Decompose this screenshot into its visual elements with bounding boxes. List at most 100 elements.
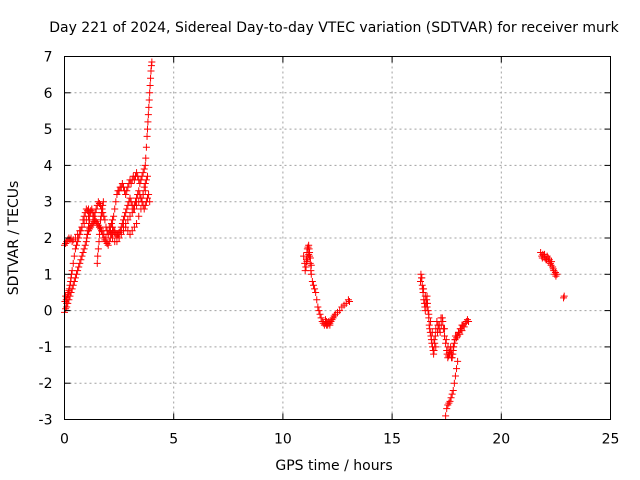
data-point (81, 241, 89, 249)
data-point (342, 299, 350, 307)
data-point (139, 190, 147, 198)
data-point (560, 294, 568, 302)
data-point (443, 405, 451, 413)
data-point (309, 281, 317, 289)
data-point (115, 234, 123, 242)
data-point (549, 265, 557, 273)
data-point (97, 225, 105, 233)
x-tick-labels: 0 5 10 15 20 25 (60, 432, 619, 448)
data-point (135, 187, 143, 195)
data-point (144, 118, 152, 126)
data-point (74, 230, 82, 238)
x-tick-label: 15 (383, 432, 401, 448)
data-point (105, 223, 113, 231)
x-tick-label: 5 (169, 432, 178, 448)
data-point (98, 205, 106, 213)
data-point (431, 332, 439, 340)
data-point (458, 321, 466, 329)
data-point (93, 259, 101, 267)
data-point (141, 201, 149, 209)
data-point (311, 285, 319, 293)
data-point (122, 223, 130, 231)
data-point (446, 350, 454, 358)
data-point (461, 319, 469, 327)
data-point (312, 288, 320, 296)
data-point (129, 205, 137, 213)
data-point (119, 216, 127, 224)
data-point (546, 259, 554, 267)
data-point (88, 221, 96, 229)
data-point (418, 274, 426, 282)
data-point (453, 332, 461, 340)
data-point (437, 314, 445, 322)
y-tick-labels: -3 -2 -1 0 1 2 3 4 5 6 7 (39, 50, 53, 429)
data-point (133, 219, 141, 227)
data-point (145, 103, 153, 111)
data-point (435, 321, 443, 329)
y-tick-label: 3 (44, 195, 53, 211)
x-axis-label: GPS time / hours (275, 458, 392, 474)
data-point (147, 74, 155, 82)
data-point (143, 194, 151, 202)
data-point (432, 343, 440, 351)
data-point (316, 310, 324, 318)
data-point (118, 219, 126, 227)
data-point (424, 307, 432, 315)
x-tick-label: 25 (602, 432, 620, 448)
data-point (313, 296, 321, 304)
data-point (141, 180, 149, 188)
data-point (79, 249, 87, 257)
data-point (118, 180, 126, 188)
data-point (83, 234, 91, 242)
data-point (307, 270, 315, 278)
y-tick-label: 7 (44, 50, 53, 66)
data-point (456, 325, 464, 333)
data-point (143, 132, 151, 140)
data-point (127, 180, 135, 188)
data-point (89, 212, 97, 220)
data-point (303, 258, 311, 266)
data-point (62, 239, 70, 247)
data-point (112, 198, 120, 206)
data-point (453, 365, 461, 373)
data-point (96, 223, 104, 231)
data-point (66, 292, 74, 300)
data-point (454, 357, 462, 365)
x-tick-label: 0 (60, 432, 69, 448)
data-point (144, 111, 152, 119)
data-point (448, 354, 456, 362)
data-point (442, 412, 450, 420)
data-point (117, 230, 125, 238)
data-point (315, 307, 323, 315)
data-point (86, 216, 94, 224)
data-point (423, 303, 431, 311)
data-point (454, 328, 462, 336)
data-point (121, 212, 129, 220)
data-point (80, 245, 88, 253)
data-point (146, 198, 154, 206)
data-point (417, 270, 425, 278)
data-point (300, 252, 308, 260)
data-point (133, 169, 141, 177)
data-point (68, 238, 76, 246)
data-point (113, 238, 121, 246)
data-point (330, 312, 338, 320)
data-point (545, 258, 553, 266)
data-point (328, 316, 336, 324)
grid-lines (64, 56, 611, 420)
data-point (110, 212, 118, 220)
data-point (448, 390, 456, 398)
data-point (449, 386, 457, 394)
data-point (447, 394, 455, 402)
data-point (143, 125, 151, 133)
data-point (137, 194, 145, 202)
data-point (449, 343, 457, 351)
data-point (113, 190, 121, 198)
data-point (107, 219, 115, 227)
data-point (304, 243, 312, 251)
data-point (446, 397, 454, 405)
data-point (69, 281, 77, 289)
data-point (75, 263, 83, 271)
y-tick-label: 4 (44, 158, 53, 174)
x-tick-label: 20 (492, 432, 510, 448)
